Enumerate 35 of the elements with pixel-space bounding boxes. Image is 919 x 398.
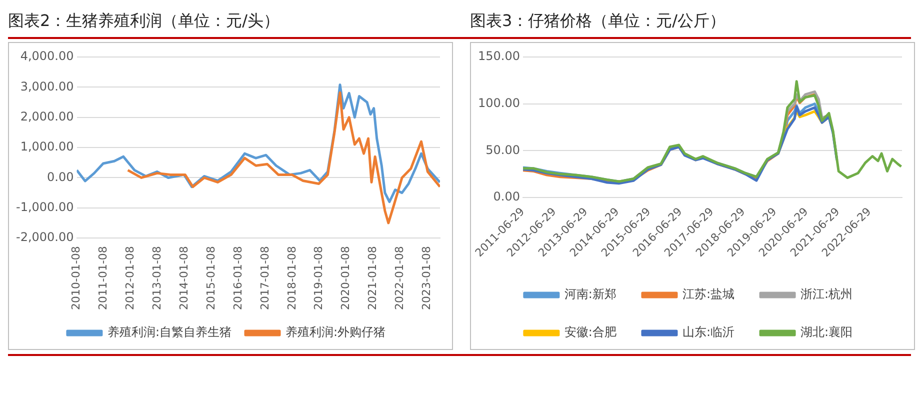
x-tick-label: 2012-01-08: [124, 246, 136, 310]
x-tick-label: 2021-01-08: [366, 246, 380, 310]
legend-label: 浙江:杭州: [800, 287, 853, 302]
y-tick-label: 150.00: [478, 49, 520, 64]
x-tick-label: 2016-01-08: [231, 246, 244, 310]
y-tick-label: 2,000.00: [20, 109, 74, 124]
y-tick-label: 3,000.00: [20, 79, 74, 94]
y-tick-label: 0.00: [47, 170, 74, 184]
y-tick-label: -1,000.00: [16, 200, 74, 214]
y-tick-label: 50.00: [486, 142, 520, 157]
x-tick-label: 2013-01-08: [150, 246, 164, 310]
y-tick-label: 100.00: [478, 96, 520, 110]
x-tick-label: 2018-01-08: [285, 246, 298, 310]
chart-title: 图表3：仔猪价格（单位：元/公斤）: [470, 10, 727, 32]
y-tick-label: -2,000.00: [16, 230, 74, 244]
legend-label: 江苏:盐城: [682, 287, 735, 302]
legend-label: 河南:新郑: [564, 287, 616, 302]
x-tick-label: 2023-01-08: [420, 246, 434, 310]
y-tick-label: 1,000.00: [20, 140, 74, 154]
legend-label: 湖北:襄阳: [800, 325, 853, 340]
x-tick-label: 2017-01-08: [258, 246, 272, 310]
x-tick-label: 2010-01-08: [70, 246, 83, 310]
y-tick-label: 4,000.00: [20, 49, 74, 64]
chart-title: 图表2：生猪养殖利润（单位：元/头）: [8, 10, 281, 32]
legend-label: 养殖利润:外购仔猪: [286, 325, 386, 340]
x-tick-label: 2019-01-08: [312, 246, 326, 310]
legend-label: 养殖利润:自繁自养生猪: [107, 325, 232, 340]
x-tick-label: 2011-01-08: [96, 246, 110, 310]
x-tick-label: 2015-01-08: [204, 246, 218, 310]
y-tick-label: 0.00: [493, 190, 520, 204]
x-tick-label: 2022-01-08: [393, 246, 406, 310]
x-tick-label: 2014-01-08: [177, 246, 190, 310]
legend-label: 山东:临沂: [682, 325, 735, 340]
x-tick-label: 2020-01-08: [339, 246, 352, 310]
legend-label: 安徽:合肥: [564, 325, 616, 340]
